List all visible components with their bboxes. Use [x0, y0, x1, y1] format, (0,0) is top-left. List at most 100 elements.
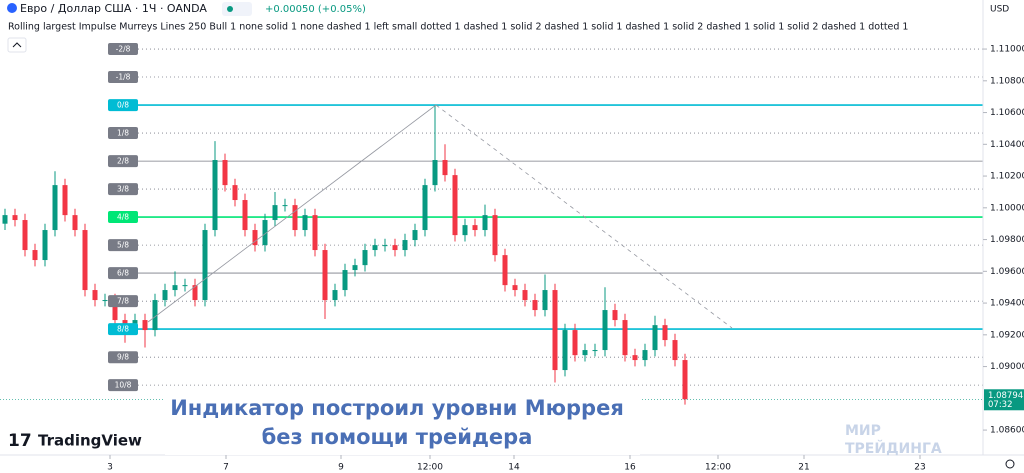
candle-body: [582, 350, 588, 356]
candle-body: [542, 290, 548, 311]
y-tick-label: 1.09000: [990, 362, 1024, 372]
candle-body: [672, 340, 678, 361]
symbol-title: Евро / Доллар США · 1Ч · OANDA: [20, 2, 207, 15]
candle-body: [642, 350, 648, 361]
candle-body: [152, 300, 158, 331]
x-tick-label: 3: [107, 463, 113, 473]
x-tick-label: 12:00: [417, 463, 443, 473]
murrey-badge: [108, 351, 138, 364]
candle-body: [122, 320, 128, 326]
candle-body: [292, 205, 298, 231]
murrey-label: 9/8: [117, 353, 129, 362]
candle-body: [652, 325, 658, 351]
candle-body: [212, 160, 218, 231]
candle-body: [22, 220, 28, 251]
murrey-label: 6/8: [117, 269, 129, 278]
candle-body: [272, 205, 278, 221]
collapse-button[interactable]: [7, 37, 27, 53]
murrey-badge: [108, 323, 138, 336]
candle-body: [202, 230, 208, 301]
last-price-tag: [984, 389, 1024, 411]
candle-body: [302, 215, 308, 231]
logo-mark: 𝟭𝟳: [8, 431, 32, 451]
y-tick-label: 1.09800: [990, 235, 1024, 245]
last-price-label: 1.08794: [988, 391, 1023, 401]
price-axis: [983, 0, 1024, 455]
candles-layer: [0, 105, 983, 405]
candle-body: [52, 185, 58, 231]
candle-body: [592, 350, 598, 352]
caption-box: [165, 388, 640, 455]
murrey-label: -2/8: [116, 45, 131, 54]
candle-body: [512, 285, 518, 291]
x-tick-label: 7: [223, 463, 229, 473]
murrey-badge: [108, 43, 138, 56]
collapse-icon: [12, 42, 22, 48]
murrey-badge: [108, 127, 138, 140]
candle-body: [552, 290, 558, 371]
candle-body: [352, 265, 358, 271]
last-price-time: 07:32: [988, 400, 1013, 410]
candle-body: [262, 220, 268, 246]
candle-body: [562, 330, 568, 371]
candle-body: [602, 310, 608, 351]
y-tick-label: 1.08600: [990, 426, 1024, 436]
candle-body: [382, 245, 388, 247]
candle-body: [522, 290, 528, 301]
y-tick-label: 1.11000: [990, 45, 1024, 55]
murrey-label: 8/8: [117, 325, 129, 334]
x-tick-label: 21: [798, 463, 809, 473]
y-tick-label: 1.09200: [990, 330, 1024, 340]
y-tick-label: 1.10000: [990, 203, 1024, 213]
price-change: +0.00050 (+0.05%): [265, 4, 366, 15]
candle-body: [402, 240, 408, 251]
flags[interactable]: [222, 2, 252, 16]
x-tick-label: 12:00: [705, 463, 731, 473]
watermark: МИР: [845, 423, 881, 439]
murrey-label: 4/8: [117, 213, 129, 222]
murrey-label: 3/8: [117, 185, 129, 194]
status-dot: [227, 6, 233, 12]
candle-body: [182, 285, 188, 287]
candle-body: [492, 215, 498, 256]
candle-body: [42, 230, 48, 261]
candle-body: [222, 160, 228, 186]
candle-body: [312, 215, 318, 251]
candle-body: [92, 290, 98, 301]
candle-body: [572, 330, 578, 356]
murrey-badge: [108, 239, 138, 252]
candle-body: [232, 185, 238, 201]
candle-body: [612, 310, 618, 321]
axes-layer: 1.11000 1.10800 1.10600 1.10400 1.10200 1.100…: [107, 45, 1024, 473]
murrey-badge: [108, 211, 138, 224]
candle-body: [32, 250, 38, 261]
candle-body: [412, 230, 418, 241]
murrey-label: 2/8: [117, 157, 129, 166]
x-tick-label: 14: [508, 463, 520, 473]
settings-icon[interactable]: [1005, 459, 1015, 469]
candle-body: [282, 205, 288, 207]
candle-body: [192, 285, 198, 301]
y-tick-label: 1.10600: [990, 108, 1024, 118]
trend-line-dashed: [435, 104, 733, 329]
candle-body: [472, 225, 478, 231]
levels-layer: [138, 48, 983, 386]
currency[interactable]: USD: [990, 5, 1009, 15]
candle-body: [682, 360, 688, 400]
candle-body: [12, 215, 18, 221]
candle-body: [632, 355, 638, 361]
candle-body: [662, 325, 668, 341]
murrey-badge: [108, 295, 138, 308]
candle-body: [102, 300, 108, 302]
candle-body: [252, 230, 258, 246]
candle-body: [72, 215, 78, 231]
candle-body: [462, 225, 468, 236]
candle-body: [172, 285, 178, 291]
trend-line: [147, 104, 437, 323]
x-tick-label: 23: [914, 463, 925, 473]
murrey-badge: [108, 379, 138, 392]
candle-body: [372, 245, 378, 251]
murrey-badge: [108, 155, 138, 168]
caption-line: Индикатор построил уровни Мюррея: [170, 396, 624, 420]
